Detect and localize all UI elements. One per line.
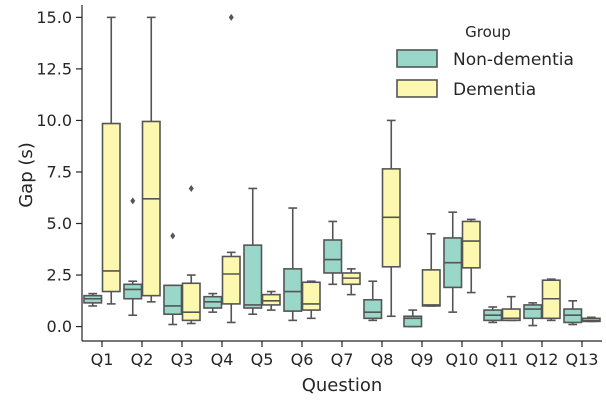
x-tick-label: Q2 — [131, 350, 154, 369]
box-q12-series-0 — [523, 302, 543, 327]
box-q3-series-0 — [163, 232, 183, 326]
box-q4-series-0 — [203, 292, 223, 313]
outlier-point — [170, 232, 176, 240]
box-q5-series-1 — [261, 290, 281, 311]
box-q6-series-1 — [301, 280, 321, 320]
box-iqr — [181, 282, 201, 322]
y-tick-label: 2.5 — [47, 266, 72, 285]
x-axis: Q1 Q2 Q3 Q4 Q5 Q6 Q7 Q8 Q9 Q10 Q11 Q12 Q13 — [82, 340, 602, 369]
box-iqr — [301, 281, 321, 311]
x-tick-label: Q3 — [171, 350, 194, 369]
box-iqr — [221, 255, 241, 305]
box-q13-series-0 — [563, 300, 583, 326]
box-iqr — [243, 244, 263, 309]
box-q1-series-0 — [83, 292, 103, 307]
box-iqr — [523, 304, 543, 320]
box-q12-series-1 — [541, 278, 561, 322]
legend-swatch-dementia — [396, 79, 438, 98]
box-q2-series-0 — [123, 197, 143, 317]
x-tick-label: Q12 — [526, 350, 559, 369]
x-tick-label: Q10 — [446, 350, 479, 369]
box-q11-series-1 — [501, 295, 521, 322]
box-q1-series-1 — [101, 16, 121, 305]
x-tick-label: Q7 — [331, 350, 354, 369]
box-q2-series-1 — [141, 16, 161, 303]
box-q7-series-0 — [323, 220, 343, 286]
x-tick-label: Q6 — [291, 350, 314, 369]
box-q10-series-1 — [461, 218, 481, 294]
box-iqr — [163, 284, 183, 316]
y-tick-label: 10.0 — [36, 111, 72, 130]
box-q9-series-0 — [403, 309, 423, 328]
box-q13-series-1 — [581, 316, 601, 323]
legend-title: Group — [465, 23, 511, 41]
series-1 — [101, 13, 601, 325]
y-tick-label: 7.5 — [47, 162, 72, 181]
outlier-point — [130, 197, 136, 205]
legend: Group Non-dementia Dementia — [396, 23, 574, 100]
box-iqr — [123, 283, 143, 300]
x-tick-label: Q13 — [566, 350, 599, 369]
box-iqr — [283, 268, 303, 312]
box-q8-series-1 — [381, 119, 401, 318]
x-tick-label: Q8 — [371, 350, 394, 369]
legend-label-non-dementia: Non-dementia — [453, 50, 574, 70]
box-iqr — [363, 298, 383, 320]
box-iqr — [403, 315, 423, 328]
x-tick-label: Q5 — [251, 350, 274, 369]
box-q8-series-0 — [363, 280, 383, 322]
y-tick-label: 5.0 — [47, 214, 72, 233]
legend-swatch-non-dementia — [396, 49, 438, 68]
box-q7-series-1 — [341, 268, 361, 296]
y-tick-label: 12.5 — [36, 59, 72, 78]
box-q11-series-0 — [483, 306, 503, 324]
box-q5-series-0 — [243, 187, 263, 316]
box-q4-series-1 — [221, 13, 241, 324]
x-tick-label: Q4 — [211, 350, 234, 369]
y-axis: 0.0 2.5 5.0 7.5 10.0 12.5 15.0 — [36, 5, 83, 341]
box-iqr — [101, 122, 121, 293]
x-tick-label: Q9 — [411, 350, 434, 369]
x-tick-label: Q1 — [91, 350, 114, 369]
box-q9-series-1 — [421, 233, 441, 307]
box-iqr — [501, 308, 521, 322]
legend-label-dementia: Dementia — [453, 80, 536, 100]
box-iqr — [141, 120, 161, 297]
y-tick-label: 0.0 — [47, 317, 72, 336]
box-iqr — [323, 239, 343, 274]
box-q3-series-1 — [181, 184, 201, 325]
box-iqr — [421, 269, 441, 307]
x-tick-label: Q11 — [486, 350, 519, 369]
outlier-point — [228, 13, 234, 21]
box-q6-series-0 — [283, 207, 303, 322]
y-tick-label: 15.0 — [36, 8, 72, 27]
box-iqr — [261, 293, 281, 306]
plot-area — [83, 13, 601, 328]
series-0 — [83, 187, 583, 328]
box-iqr — [461, 220, 481, 269]
y-axis-label: Gap (s) — [16, 142, 37, 208]
box-q10-series-0 — [443, 211, 463, 313]
x-axis-label: Question — [302, 375, 383, 396]
outlier-point — [188, 184, 194, 192]
